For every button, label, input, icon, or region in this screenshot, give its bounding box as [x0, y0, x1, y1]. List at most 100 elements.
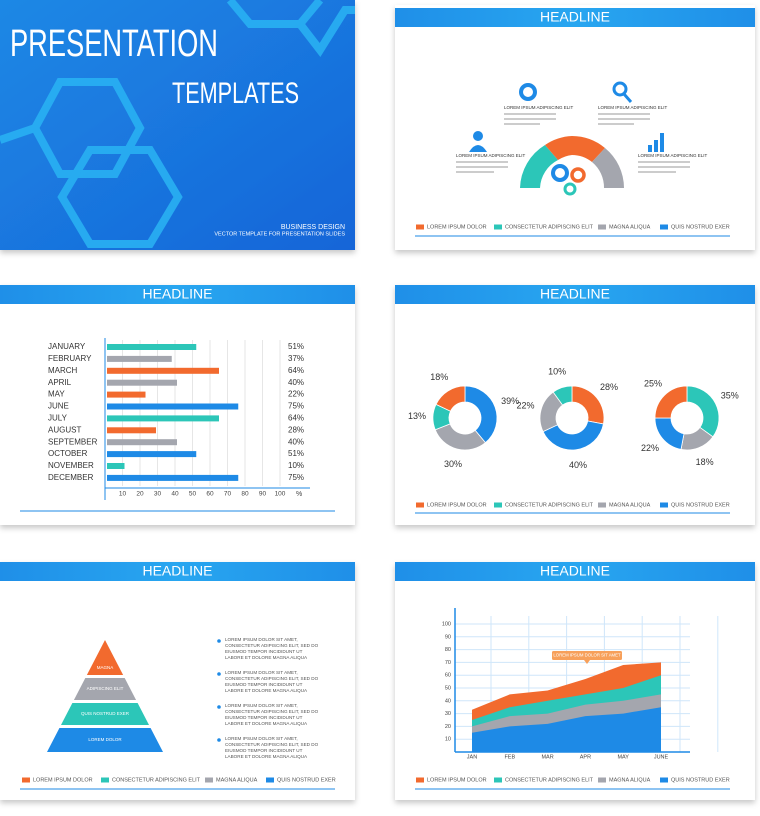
headline-bar	[0, 285, 355, 304]
donut-segment	[435, 385, 466, 412]
slide	[395, 5, 755, 250]
headline: HEADLINE	[540, 563, 610, 579]
legend-label: CONSECTETUR ADIPISCING ELIT	[505, 502, 594, 508]
bar	[107, 474, 239, 481]
value-label: 22%	[641, 443, 659, 453]
gauge	[469, 81, 664, 196]
paragraph: LOREM IPSUM DOLOR SIT AMET, CONSECTETUR …	[225, 637, 319, 660]
headline: HEADLINE	[540, 286, 610, 302]
value-label: 22%	[517, 400, 535, 410]
pyramid-level	[86, 640, 124, 675]
y-tick-label: 30	[445, 711, 451, 717]
cover-slide	[0, 0, 355, 250]
y-tick-label: 20	[445, 724, 451, 730]
category-label: JANUARY	[48, 342, 86, 351]
pyramid-level	[60, 703, 150, 725]
y-tick-label: 40	[445, 698, 451, 704]
pyramid-level	[73, 678, 137, 700]
legend-label: CONSECTETUR ADIPISCING ELIT	[505, 224, 594, 230]
bar	[107, 427, 156, 434]
headline-bar	[395, 562, 755, 581]
category-label: OCTOBER	[48, 449, 88, 458]
info-label: LOREM IPSUM ADIPISCING ELIT	[598, 105, 668, 110]
cover-subtitle: TEMPLATES	[172, 77, 299, 110]
area	[472, 707, 661, 752]
x-tick-label: 50	[189, 491, 197, 498]
pyramid-label: LOREM DOLOR	[88, 737, 122, 742]
x-tick-label: 100	[275, 491, 286, 498]
x-unit: %	[296, 491, 302, 498]
category-label: FEBRUARY	[48, 354, 92, 363]
legend-swatch	[598, 502, 606, 508]
x-tick-label: MAY	[617, 754, 629, 760]
callout-pointer	[584, 660, 590, 664]
legend-swatch	[494, 777, 502, 783]
bar	[107, 403, 239, 410]
legend-swatch	[494, 224, 502, 230]
value-label: 10%	[288, 461, 304, 470]
value-label: 35%	[721, 391, 739, 401]
headline: HEADLINE	[142, 286, 212, 302]
legend-label: MAGNA ALIQUA	[216, 777, 258, 783]
legend-label: MAGNA ALIQUA	[609, 502, 651, 508]
category-label: APRIL	[48, 378, 72, 387]
cover-title: PRESENTATION	[10, 23, 218, 65]
legend-label: CONSECTETUR ADIPISCING ELIT	[505, 777, 594, 783]
y-tick-label: 50	[445, 685, 451, 691]
value-label: 40%	[288, 378, 304, 387]
cover-tagline: BUSINESS DESIGN	[281, 224, 345, 231]
value-label: 40%	[288, 437, 304, 446]
value-label: 37%	[288, 354, 304, 363]
legend-label: CONSECTETUR ADIPISCING ELIT	[112, 777, 201, 783]
slide	[0, 562, 355, 800]
info-label: LOREM IPSUM ADIPISCING ELIT	[456, 153, 526, 158]
value-label: 75%	[288, 473, 304, 482]
legend-label: QUIS NOSTRUD EXER	[671, 502, 730, 508]
bullet	[217, 738, 221, 742]
donut-segment	[542, 420, 604, 451]
legend-label: MAGNA ALIQUA	[609, 777, 651, 783]
x-tick-label: FEB	[504, 754, 515, 760]
value-label: 28%	[288, 425, 304, 434]
slide	[395, 562, 755, 800]
legend-label: LOREM IPSUM DOLOR	[33, 777, 93, 783]
value-label: 13%	[408, 411, 426, 421]
category-label: MAY	[48, 390, 65, 399]
x-tick-label: 80	[241, 491, 249, 498]
donut-segment	[654, 385, 688, 419]
headline: HEADLINE	[142, 563, 212, 579]
filler-lines	[456, 113, 690, 173]
value-label: 64%	[288, 414, 304, 423]
headline-bar	[395, 8, 755, 27]
value-label: 40%	[569, 460, 587, 470]
value-label: 64%	[288, 366, 304, 375]
legend-swatch	[205, 777, 213, 783]
legend-swatch	[101, 777, 109, 783]
cover-description: VECTOR TEMPLATE FOR PRESENTATION SLIDES	[214, 231, 345, 237]
category-label: JUNE	[48, 402, 69, 411]
legend-label: LOREM IPSUM DOLOR	[427, 777, 487, 783]
x-tick-label: 10	[119, 491, 127, 498]
y-tick-label: 10	[445, 737, 451, 743]
separator	[20, 235, 730, 790]
category-label: SEPTEMBER	[48, 437, 98, 446]
legend-label: QUIS NOSTRUD EXER	[671, 777, 730, 783]
headline: HEADLINE	[540, 9, 610, 25]
hexagon-pattern	[0, 0, 355, 248]
x-tick-label: JAN	[467, 754, 477, 760]
bar	[107, 415, 219, 422]
x-tick-label: APR	[580, 754, 591, 760]
value-label: 10%	[548, 367, 566, 377]
category-label: DECEMBER	[48, 473, 94, 482]
legend-label: LOREM IPSUM DOLOR	[427, 224, 487, 230]
pyramid-label: QUIS NOSTRUD EXER	[81, 711, 130, 716]
value-label: 39%	[501, 396, 519, 406]
legend-label: LOREM IPSUM DOLOR	[427, 502, 487, 508]
legend-swatch	[660, 502, 668, 508]
value-label: 75%	[288, 402, 304, 411]
x-tick-label: MAR	[541, 754, 553, 760]
legend-label: QUIS NOSTRUD EXER	[671, 224, 730, 230]
bar	[107, 463, 125, 469]
pyramid-label: MAGNA	[97, 665, 114, 670]
